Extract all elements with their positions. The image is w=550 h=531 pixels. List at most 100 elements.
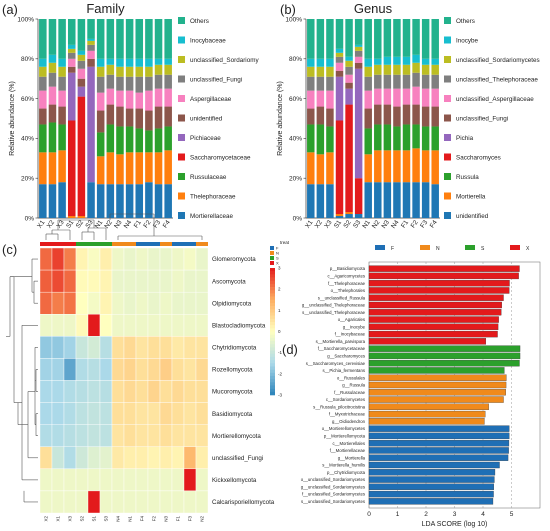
color-scale-step bbox=[270, 331, 275, 335]
bar-segment bbox=[87, 38, 95, 41]
heatmap-cell bbox=[75, 314, 89, 337]
x-tick-label: N1 bbox=[361, 219, 372, 230]
bar-segment bbox=[67, 66, 76, 73]
color-scale-step bbox=[270, 277, 275, 281]
heatmap-cell bbox=[75, 269, 89, 293]
y-tick-label: 40% bbox=[21, 136, 34, 143]
lda-bar-label: p__Basidiomycota bbox=[330, 266, 366, 271]
bar-segment bbox=[67, 72, 76, 121]
x-tick-label: S3 bbox=[84, 219, 95, 230]
group-strip-cell bbox=[124, 242, 136, 246]
bar-segment bbox=[393, 88, 401, 107]
bar-segment bbox=[67, 120, 76, 217]
legend-label: unclassified_Thelephoraceae bbox=[456, 77, 538, 84]
color-scale-step bbox=[270, 318, 275, 323]
bar-segment bbox=[374, 104, 382, 125]
bar-segment bbox=[374, 74, 382, 89]
bar-segment bbox=[402, 88, 411, 105]
lda-bar bbox=[368, 323, 499, 331]
heatmap-cell bbox=[123, 446, 137, 470]
bar-segment bbox=[364, 182, 372, 218]
heatmap-cell bbox=[159, 468, 173, 492]
heatmap-col-label: N1 bbox=[128, 516, 133, 522]
lda-bar bbox=[368, 294, 504, 301]
heatmap-cell bbox=[87, 314, 101, 337]
heatmap-cell bbox=[147, 247, 161, 271]
bar-segment bbox=[125, 126, 134, 153]
bar-segment bbox=[67, 216, 76, 218]
heatmap-cell bbox=[147, 424, 161, 447]
heatmap-col-label: N4 bbox=[116, 516, 121, 522]
bar-segment bbox=[87, 182, 95, 218]
bar-segment bbox=[67, 19, 76, 45]
lda-bar-label: f__Myxotrichaceae bbox=[329, 412, 366, 417]
legend-label: unclassified_Fungi bbox=[190, 77, 242, 84]
heatmap-cell bbox=[99, 424, 113, 447]
bar-segment bbox=[345, 104, 353, 213]
heatmap-cell bbox=[63, 314, 77, 337]
bar-segment bbox=[335, 62, 344, 71]
bar-segment bbox=[393, 106, 401, 127]
bar-segment bbox=[96, 110, 105, 133]
heatmap-cell bbox=[51, 358, 65, 381]
legend-swatch bbox=[270, 261, 274, 265]
heatmap-cell bbox=[51, 314, 65, 337]
bar-segment bbox=[77, 78, 86, 87]
bar-segment bbox=[77, 19, 86, 51]
bar-segment bbox=[116, 76, 124, 91]
bar-segment bbox=[106, 104, 115, 125]
heatmap-row-label: Mortierellomycota bbox=[212, 433, 261, 440]
color-scale bbox=[270, 268, 275, 396]
heatmap-row-label: Chytridiomycota bbox=[212, 345, 257, 352]
bar-segment bbox=[326, 184, 334, 218]
bar-segment bbox=[39, 184, 47, 218]
lda-bar-label: g__unclassified_Thelephoraceae bbox=[302, 303, 366, 308]
heatmap-cell bbox=[87, 424, 101, 447]
lda-bar bbox=[368, 447, 509, 454]
bar-segment bbox=[77, 68, 86, 79]
heatmap-cell bbox=[123, 380, 137, 403]
lda-bar-label: g__Russula bbox=[342, 383, 365, 388]
group-strip-cell bbox=[148, 242, 160, 246]
lda-bar-label: f__Saccharomycetaceae bbox=[318, 346, 366, 351]
bar-segment bbox=[145, 90, 153, 111]
group-strip-cell bbox=[64, 242, 76, 246]
color-scale-tick: -2 bbox=[278, 371, 282, 376]
bar-segment bbox=[307, 76, 315, 91]
bar-segment bbox=[326, 90, 334, 109]
heatmap-cell bbox=[135, 247, 149, 271]
lda-bar bbox=[368, 359, 520, 367]
lda-bar-label: g__Saccharomyces bbox=[327, 354, 365, 359]
bar-segment bbox=[421, 58, 430, 65]
group-strip-cell bbox=[172, 242, 184, 246]
bar-segment bbox=[58, 150, 66, 183]
bar-segment bbox=[383, 64, 392, 75]
heatmap-cell bbox=[111, 291, 125, 315]
legend-label: Russulaceae bbox=[190, 174, 227, 181]
bar-segment bbox=[431, 74, 439, 89]
bar-segment bbox=[96, 66, 105, 77]
heatmap-cell bbox=[87, 358, 101, 381]
bar-segment bbox=[326, 76, 334, 91]
bar-segment bbox=[39, 108, 47, 125]
bar-segment bbox=[67, 52, 76, 59]
heatmap-row-label: Basidiomycota bbox=[212, 411, 253, 418]
heatmap-cell bbox=[63, 424, 77, 447]
bar-segment bbox=[48, 19, 57, 55]
x-tick-label: F3 bbox=[152, 219, 162, 230]
heatmap-cell bbox=[159, 490, 173, 514]
heatmap-cell bbox=[87, 402, 101, 425]
x-tick-label: N2 bbox=[103, 219, 114, 230]
legend-label: Aspergillaceae bbox=[190, 96, 232, 103]
heatmap-cell bbox=[111, 380, 125, 403]
bar-segment bbox=[39, 152, 47, 185]
heatmap-cell bbox=[123, 402, 137, 425]
lda-bar bbox=[368, 352, 521, 360]
bar-segment bbox=[383, 182, 392, 218]
bar-segment bbox=[307, 108, 315, 125]
bar-segment bbox=[48, 104, 57, 123]
bar-segment bbox=[335, 19, 344, 49]
lda-bar bbox=[368, 309, 502, 316]
bar-segment bbox=[39, 90, 47, 109]
x-tick-label: 5 bbox=[510, 511, 514, 518]
